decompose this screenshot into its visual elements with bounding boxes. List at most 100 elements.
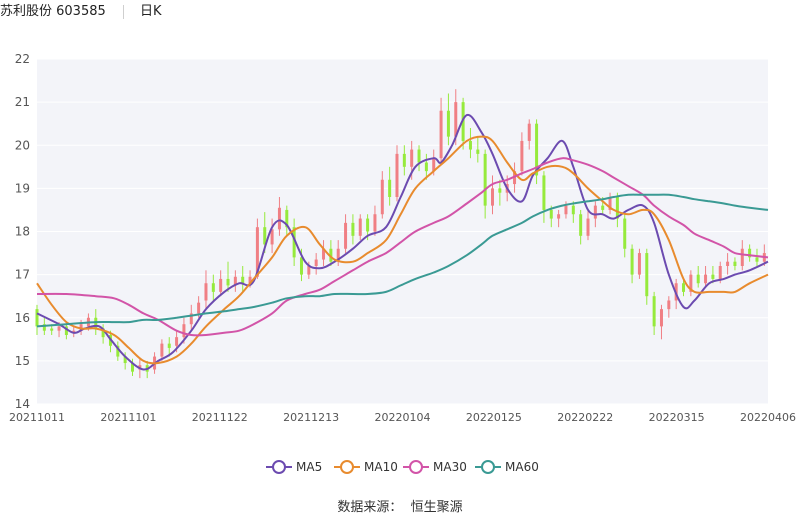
candle-body bbox=[219, 278, 223, 292]
candle-body bbox=[314, 259, 318, 266]
kline-chart: 14 15 16 17 18 19 20 21 22 20211011 20211101 202111… bbox=[9, 52, 796, 424]
chart-header: 苏利股份 603585 日K bbox=[0, 0, 800, 24]
y-tick-label: 17 bbox=[15, 268, 30, 282]
candle-body bbox=[579, 214, 583, 236]
candle-body bbox=[380, 179, 384, 215]
candle-body bbox=[204, 283, 208, 301]
candle-body bbox=[211, 283, 215, 292]
candle-body bbox=[608, 197, 612, 210]
candle-body bbox=[689, 274, 693, 292]
y-tick-label: 22 bbox=[15, 52, 30, 66]
candle-body bbox=[755, 257, 759, 262]
candle-body bbox=[285, 209, 289, 228]
y-tick-label: 19 bbox=[15, 181, 30, 195]
candle-body bbox=[307, 266, 311, 275]
candle-body bbox=[50, 328, 54, 331]
candle-body bbox=[726, 261, 730, 266]
candle-body bbox=[358, 218, 362, 236]
candle-body bbox=[395, 153, 399, 197]
candle-body bbox=[123, 356, 127, 364]
ma-line-ma30 bbox=[36, 157, 769, 337]
x-tick-label: 20220406 bbox=[740, 411, 796, 424]
candle-body bbox=[373, 214, 377, 232]
candle-body bbox=[182, 324, 186, 338]
candle-body bbox=[241, 276, 245, 284]
candle-body bbox=[263, 227, 267, 245]
candle-body bbox=[248, 276, 252, 284]
data-source-label: 数据来源： bbox=[337, 500, 403, 515]
candle-body bbox=[682, 283, 686, 292]
data-source-provider: 恒生聚源 bbox=[410, 500, 463, 515]
candle-body bbox=[439, 110, 443, 159]
y-tick-label: 16 bbox=[15, 311, 30, 325]
candle-body bbox=[476, 149, 480, 154]
candle-body bbox=[299, 257, 303, 275]
legend-ma60-icon bbox=[475, 460, 501, 474]
candle-body bbox=[630, 248, 634, 275]
candle-body bbox=[733, 261, 737, 266]
candle-body bbox=[740, 248, 744, 266]
candle-body bbox=[57, 326, 61, 331]
candle-body bbox=[72, 330, 76, 333]
candle-body bbox=[615, 197, 619, 219]
candle-body bbox=[704, 274, 708, 284]
ma-line-ma60 bbox=[36, 193, 769, 328]
candle-body bbox=[571, 205, 575, 215]
candle-body bbox=[388, 179, 392, 197]
x-tick-label: 20220125 bbox=[466, 411, 522, 424]
x-tick-label: 20220222 bbox=[557, 411, 613, 424]
candle-body bbox=[366, 218, 370, 232]
candle-body bbox=[586, 218, 590, 236]
candle-body bbox=[432, 158, 436, 172]
legend-label-ma60: MA60 bbox=[505, 460, 539, 474]
x-tick-label: 20211011 bbox=[9, 411, 65, 424]
candle-body bbox=[527, 123, 531, 141]
x-tick-label: 20220315 bbox=[649, 411, 705, 424]
candle-body bbox=[233, 276, 237, 286]
candle-body bbox=[197, 302, 201, 314]
candle-body bbox=[167, 343, 171, 348]
y-tick-label: 18 bbox=[15, 225, 30, 239]
candle-body bbox=[255, 227, 259, 277]
candle-body bbox=[652, 296, 656, 327]
stock-title: 苏利股份 603585 bbox=[0, 4, 106, 19]
candle-body bbox=[424, 162, 428, 172]
y-tick-label: 14 bbox=[15, 397, 30, 411]
legend-label-ma10: MA10 bbox=[364, 460, 398, 474]
candle-body bbox=[468, 140, 472, 150]
ma-line-ma5 bbox=[36, 113, 769, 371]
candle-body bbox=[417, 149, 421, 163]
candle-body bbox=[535, 123, 539, 176]
candle-body bbox=[498, 188, 502, 193]
candle-body bbox=[336, 248, 340, 262]
candle-body bbox=[226, 278, 230, 286]
candle-body bbox=[94, 317, 98, 329]
period-label: 日K bbox=[140, 4, 162, 19]
x-tick-label: 20220104 bbox=[375, 411, 431, 424]
candle-body bbox=[402, 153, 406, 167]
data-source: 数据来源： 恒生聚源 bbox=[0, 496, 800, 515]
candle-body bbox=[711, 274, 715, 279]
candle-body bbox=[645, 253, 649, 297]
legend-label-ma5: MA5 bbox=[296, 460, 323, 474]
x-tick-label: 20211122 bbox=[192, 411, 248, 424]
legend-ma5-icon bbox=[266, 460, 292, 474]
x-tick-label: 20211101 bbox=[100, 411, 156, 424]
candle-body bbox=[344, 222, 348, 249]
candle-body bbox=[292, 227, 296, 258]
legend-ma10-icon bbox=[334, 460, 360, 474]
candle-body bbox=[593, 205, 597, 219]
candle-body bbox=[557, 214, 561, 219]
candle-body bbox=[42, 324, 46, 331]
candle-body bbox=[101, 328, 105, 338]
candle-body bbox=[64, 326, 68, 335]
header-divider bbox=[123, 5, 124, 19]
candle-body bbox=[696, 274, 700, 284]
candle-body bbox=[623, 218, 627, 249]
candle-body bbox=[329, 248, 333, 262]
y-tick-label: 21 bbox=[15, 95, 30, 109]
candle-body bbox=[351, 222, 355, 236]
candle-body bbox=[277, 207, 281, 230]
candle-body bbox=[116, 345, 120, 357]
candle-body bbox=[79, 324, 83, 331]
